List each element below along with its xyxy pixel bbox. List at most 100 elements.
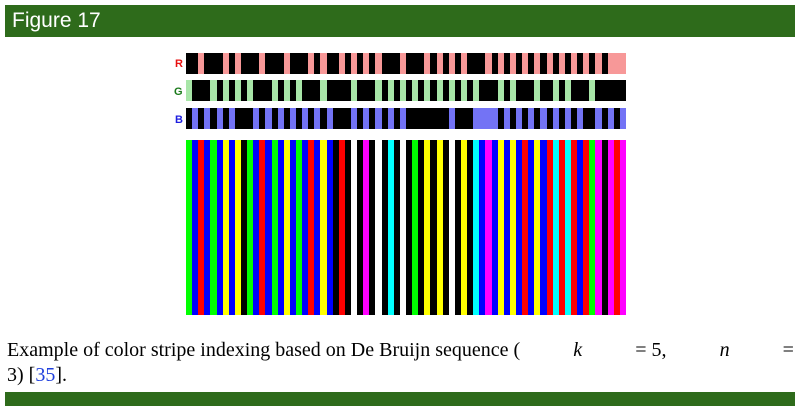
- channel-stripe: [558, 53, 566, 74]
- channel-bar-b: [186, 108, 626, 129]
- channel-stripe: [283, 108, 291, 129]
- citation-link[interactable]: 35: [35, 364, 56, 386]
- channel-stripe: [442, 80, 450, 101]
- channel-stripe: [485, 53, 493, 74]
- channel-stripe: [277, 53, 285, 74]
- channel-stripe: [467, 108, 474, 129]
- channel-stripe: [265, 53, 273, 74]
- channel-stripe: [326, 80, 334, 101]
- color-stripe: [228, 140, 236, 315]
- channel-stripe: [479, 108, 487, 129]
- color-stripe: [186, 140, 193, 315]
- color-stripe: [259, 140, 267, 315]
- channel-stripe: [271, 80, 279, 101]
- channel-stripe: [619, 108, 626, 129]
- channel-stripe: [216, 108, 224, 129]
- channel-stripe: [509, 80, 517, 101]
- color-stripe: [601, 140, 609, 315]
- color-stripe: [461, 140, 468, 315]
- channel-stripe: [247, 80, 254, 101]
- channel-stripe: [228, 53, 236, 74]
- figure-footer-bar: [5, 392, 795, 406]
- channel-stripe: [442, 53, 450, 74]
- channel-bar-g: [186, 80, 626, 101]
- color-stripe: [222, 140, 230, 315]
- caption-value: 3) [: [7, 364, 36, 386]
- channel-stripe: [412, 108, 419, 129]
- channel-stripe: [302, 80, 309, 101]
- channel-stripe: [589, 108, 597, 129]
- color-stripe: [344, 140, 352, 315]
- channel-stripe: [369, 53, 377, 74]
- channel-stripe: [595, 53, 603, 74]
- channel-stripe: [375, 80, 383, 101]
- channel-stripe: [363, 80, 370, 101]
- channel-stripe: [448, 108, 456, 129]
- channel-stripe: [546, 108, 554, 129]
- channel-stripe: [259, 53, 267, 74]
- caption-k-eq: = 5,: [635, 339, 667, 361]
- channel-stripe: [393, 108, 401, 129]
- channel-stripe: [613, 108, 621, 129]
- color-stripe: [418, 140, 425, 315]
- channel-stripe: [424, 80, 432, 101]
- channel-stripe: [399, 80, 407, 101]
- channel-stripe: [253, 108, 260, 129]
- channel-stripe: [424, 53, 432, 74]
- channel-stripe: [601, 80, 609, 101]
- color-stripe: [283, 140, 291, 315]
- channel-stripe: [473, 80, 480, 101]
- channel-stripe: [509, 53, 517, 74]
- channel-stripe: [308, 53, 315, 74]
- channel-stripe: [198, 53, 205, 74]
- channel-stripe: [454, 108, 462, 129]
- channel-stripe: [418, 53, 425, 74]
- color-stripe: [436, 140, 444, 315]
- channel-stripe: [314, 108, 322, 129]
- color-stripe: [491, 140, 499, 315]
- channel-stripe: [289, 108, 297, 129]
- color-stripe: [540, 140, 548, 315]
- channel-stripe: [516, 108, 523, 129]
- channel-stripe: [583, 53, 590, 74]
- channel-stripe: [485, 80, 493, 101]
- channel-stripe: [546, 53, 554, 74]
- channel-stripe: [241, 108, 248, 129]
- caption-line-1: Example of color stripe indexing based o…: [7, 338, 794, 363]
- color-stripe: [308, 140, 315, 315]
- color-stripe: [577, 140, 584, 315]
- channel-stripe: [473, 108, 480, 129]
- channel-stripe: [552, 80, 560, 101]
- channel-stripe: [338, 53, 346, 74]
- channel-stripe: [589, 53, 597, 74]
- channel-stripe: [387, 53, 395, 74]
- caption-k-var: k: [573, 339, 583, 361]
- color-stripe: [326, 140, 334, 315]
- channel-stripe: [461, 53, 468, 74]
- channel-stripe: [467, 53, 474, 74]
- channel-stripe: [522, 53, 529, 74]
- channel-stripe: [247, 53, 254, 74]
- channel-stripe: [436, 80, 444, 101]
- channel-stripe: [320, 108, 328, 129]
- color-stripe: [198, 140, 205, 315]
- channel-stripe: [571, 53, 578, 74]
- color-stripe: [296, 140, 303, 315]
- channel-stripe: [522, 80, 529, 101]
- color-stripe: [509, 140, 517, 315]
- color-stripe: [583, 140, 590, 315]
- channel-stripe: [577, 80, 584, 101]
- color-stripe: [369, 140, 377, 315]
- channel-stripe: [522, 108, 529, 129]
- color-stripe: [528, 140, 535, 315]
- channel-stripe: [314, 53, 322, 74]
- channel-stripe: [234, 80, 242, 101]
- channel-stripe: [583, 108, 590, 129]
- channel-stripe: [448, 53, 456, 74]
- channel-stripe: [265, 80, 273, 101]
- channel-stripe: [308, 108, 315, 129]
- color-stripe-pattern: [186, 140, 626, 315]
- color-stripe: [265, 140, 273, 315]
- channel-stripe: [204, 53, 212, 74]
- color-stripe: [204, 140, 212, 315]
